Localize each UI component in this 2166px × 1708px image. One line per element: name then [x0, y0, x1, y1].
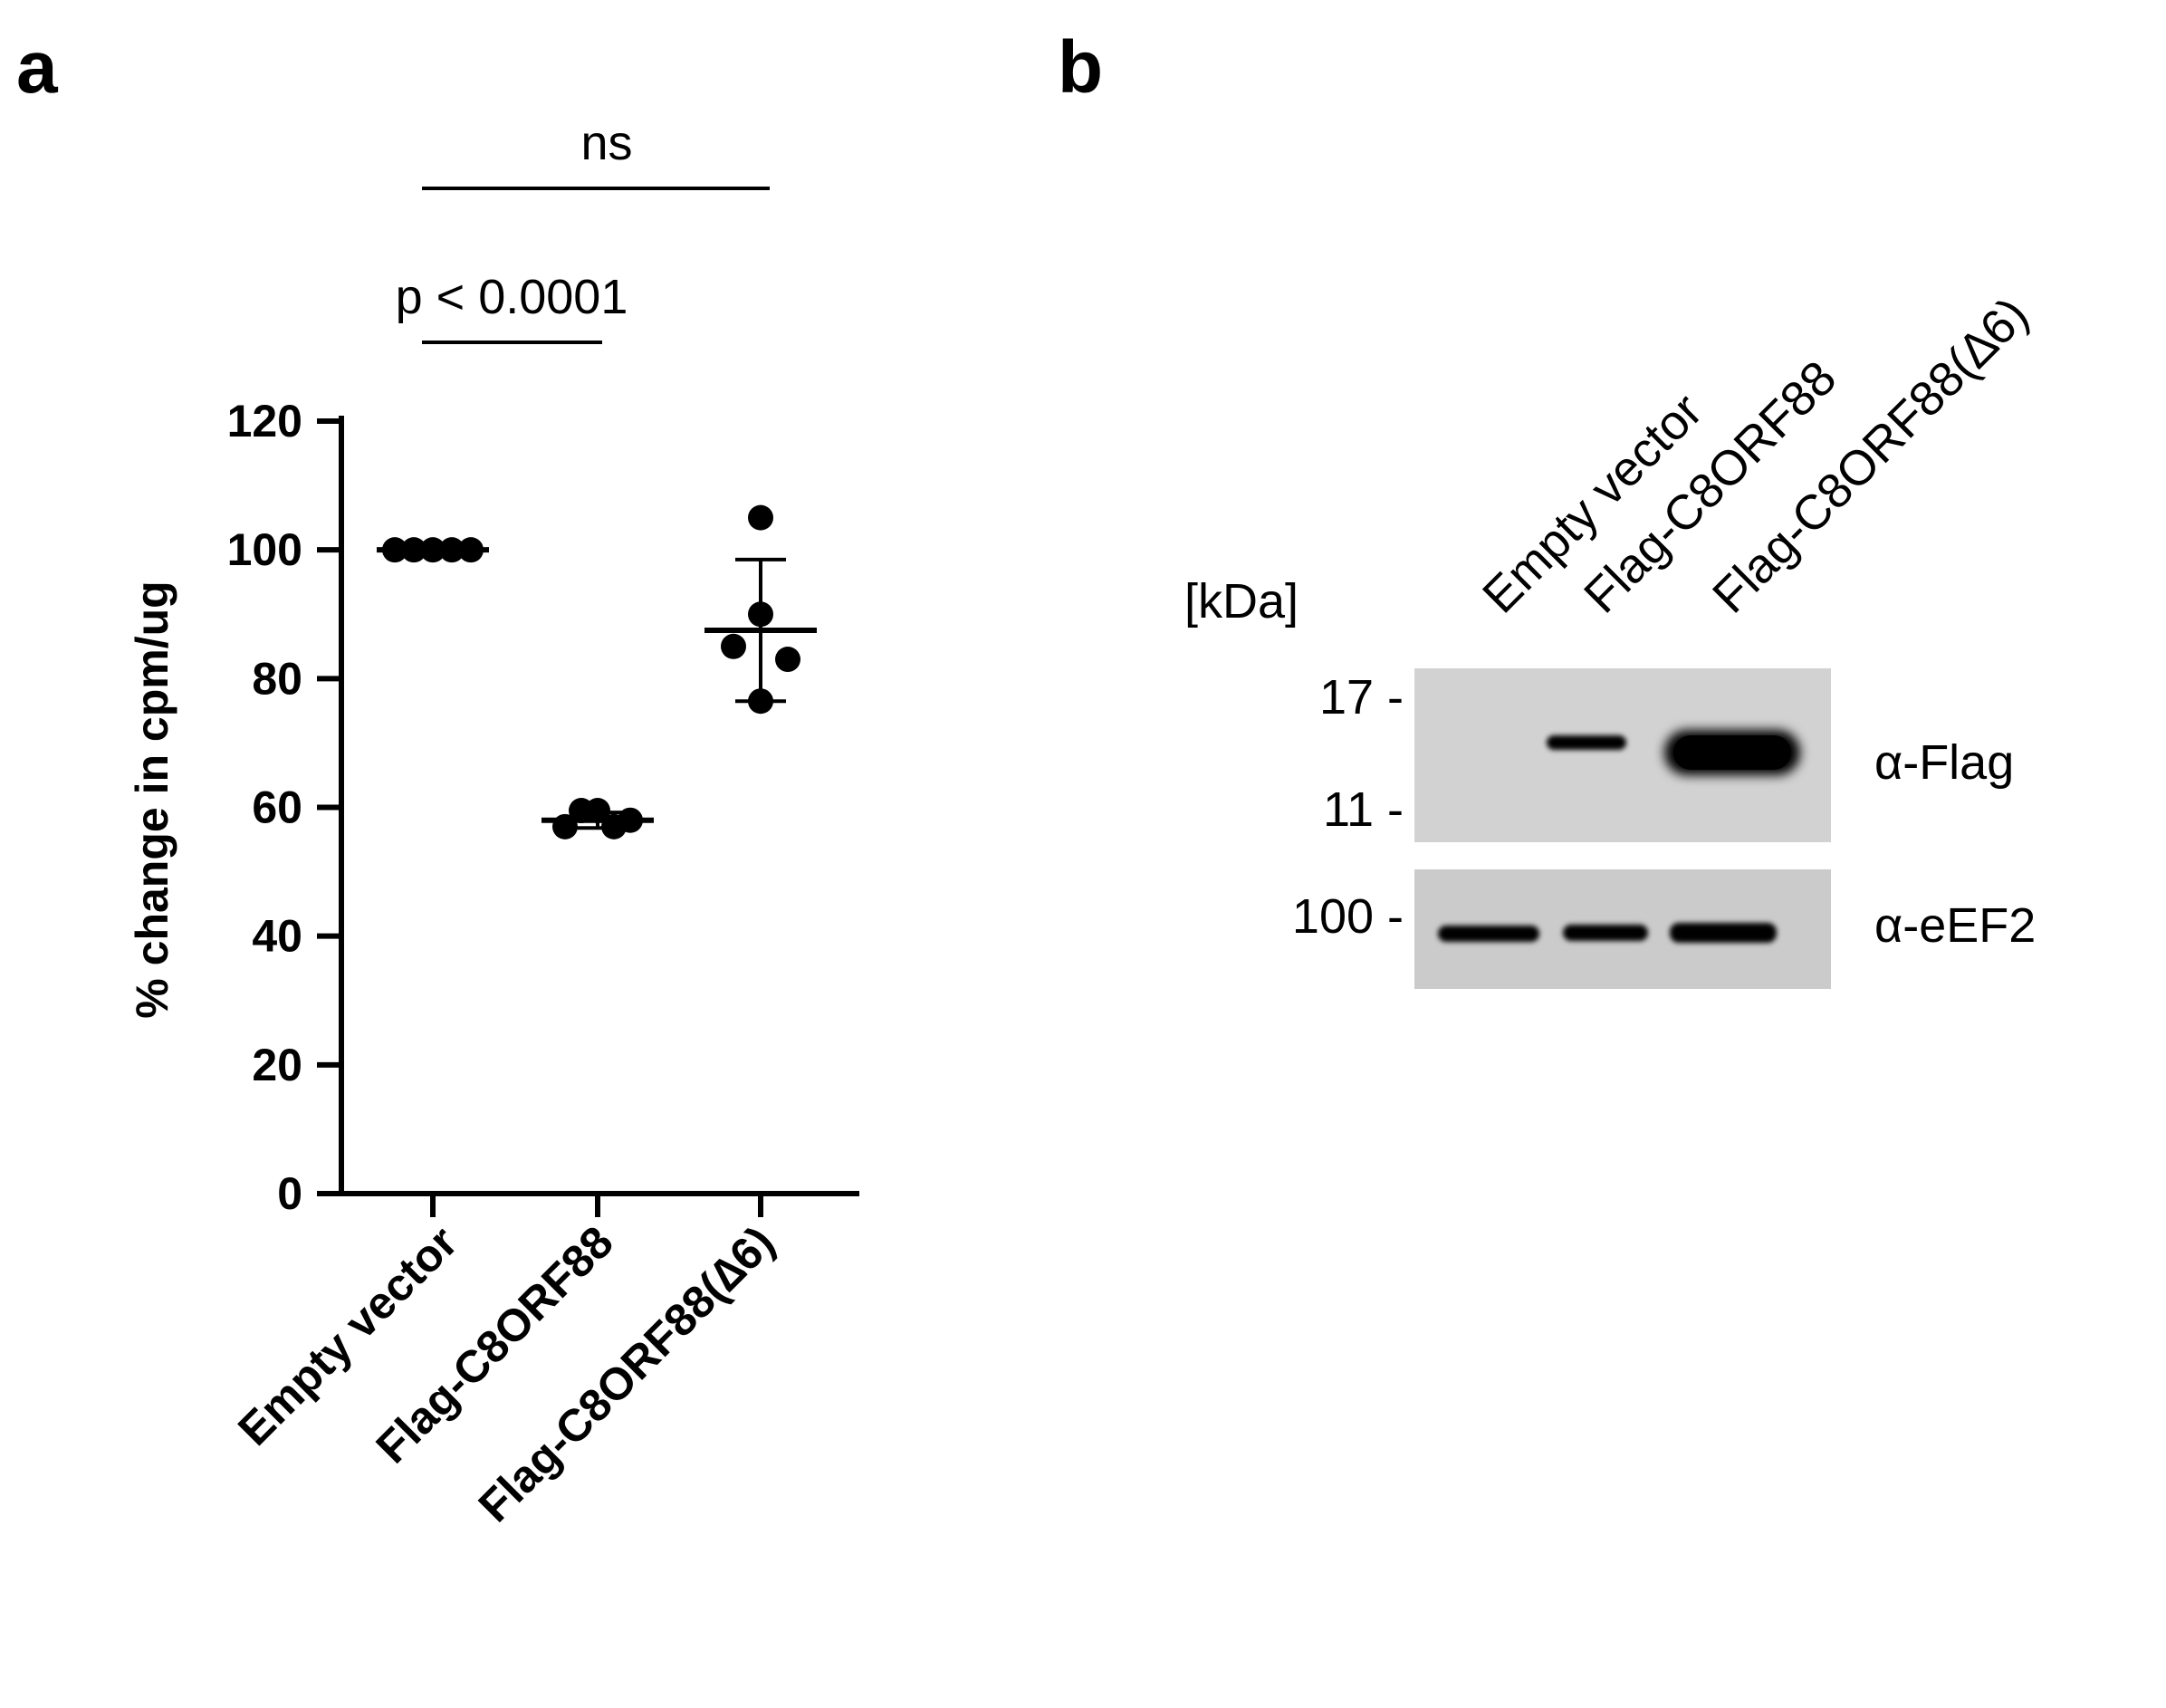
panel-a-letter: a — [16, 26, 59, 109]
data-point — [585, 798, 610, 824]
y-tick-label: 80 — [252, 653, 302, 704]
data-point — [748, 504, 773, 531]
flag-band-lane3-core — [1673, 735, 1791, 770]
bracket-p-label: p < 0.0001 — [396, 270, 628, 324]
eef2-band-lane1 — [1438, 926, 1539, 942]
y-axis-ticks: 0 20 40 60 80 100 120 — [227, 396, 341, 1219]
data-point — [775, 647, 800, 673]
panel-b-letter: b — [1058, 26, 1103, 109]
mean-sd-bars — [377, 547, 817, 830]
antibody-flag-label: α-Flag — [1874, 735, 2014, 790]
y-axis-label: % change in cpm/ug — [127, 581, 177, 1018]
kda-unit-label: [kDa] — [1184, 574, 1299, 629]
marker-17: 17 - — [1319, 670, 1404, 724]
data-point — [721, 633, 746, 659]
y-tick-label: 120 — [227, 396, 302, 446]
y-tick-label: 40 — [252, 911, 302, 962]
x-category-label: Flag-C8ORF88(∆6) — [469, 1216, 784, 1531]
eef2-band-lane2 — [1563, 925, 1648, 941]
data-points — [382, 504, 800, 840]
y-tick-label: 100 — [227, 524, 302, 575]
flag-band-lane2 — [1547, 735, 1626, 750]
marker-11: 11 - — [1323, 782, 1404, 837]
antibody-eef2-label: α-eEF2 — [1874, 898, 2036, 953]
y-tick-label: 60 — [252, 782, 302, 833]
y-tick-label: 20 — [252, 1040, 302, 1090]
bracket-ns-label: ns — [580, 116, 632, 170]
eef2-band-lane3 — [1670, 923, 1777, 943]
y-tick-label: 0 — [277, 1168, 302, 1219]
x-axis-ticks — [430, 1194, 763, 1217]
marker-100: 100 - — [1292, 889, 1404, 944]
